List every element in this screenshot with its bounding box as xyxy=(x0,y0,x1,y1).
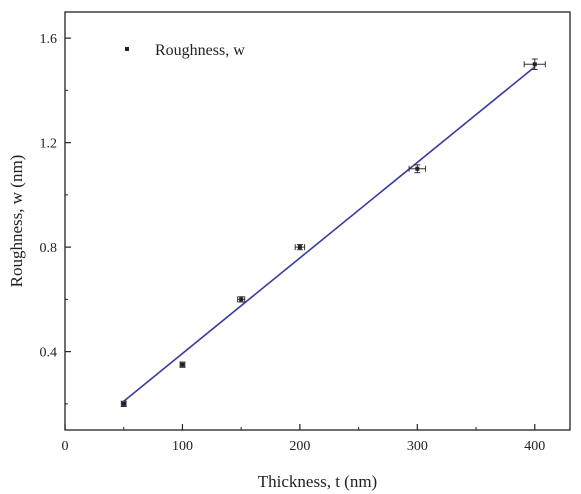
data-point xyxy=(120,400,127,407)
data-point xyxy=(294,244,306,251)
point-marker xyxy=(532,62,537,67)
x-tick-label: 0 xyxy=(62,439,69,454)
point-marker xyxy=(239,297,244,302)
x-tick-label: 100 xyxy=(172,439,193,454)
plot-frame xyxy=(64,11,571,431)
y-tick-label: 1.6 xyxy=(40,32,58,47)
x-tick-label: 300 xyxy=(407,439,428,454)
fit-line-group xyxy=(123,66,536,402)
y-tick-label: 1.2 xyxy=(40,137,58,152)
legend-entry: Roughness, w xyxy=(155,42,245,59)
legend-marker xyxy=(125,47,129,51)
data-point xyxy=(237,296,246,303)
x-tick-label: 400 xyxy=(524,439,545,454)
x-axis: 0 100 200 300 400 xyxy=(62,424,545,454)
point-marker xyxy=(121,401,126,406)
plot-area xyxy=(64,11,571,431)
point-marker xyxy=(297,245,302,250)
y-axis: 0.4 0.8 1.2 1.6 xyxy=(40,32,71,405)
data-point xyxy=(523,58,546,70)
x-axis-label: Thickness, t (nm) xyxy=(258,472,377,491)
data-point xyxy=(179,361,186,368)
y-tick-label: 0.4 xyxy=(40,346,58,361)
point-marker xyxy=(180,362,185,367)
y-tick-label: 0.8 xyxy=(40,241,58,256)
fit-line xyxy=(123,66,536,402)
y-axis-label: Roughness, w (nm) xyxy=(7,155,26,288)
point-marker xyxy=(415,166,420,171)
x-tick-label: 200 xyxy=(289,439,310,454)
legend: Roughness, w xyxy=(125,42,245,59)
data-points xyxy=(120,58,546,407)
data-point xyxy=(408,164,427,174)
